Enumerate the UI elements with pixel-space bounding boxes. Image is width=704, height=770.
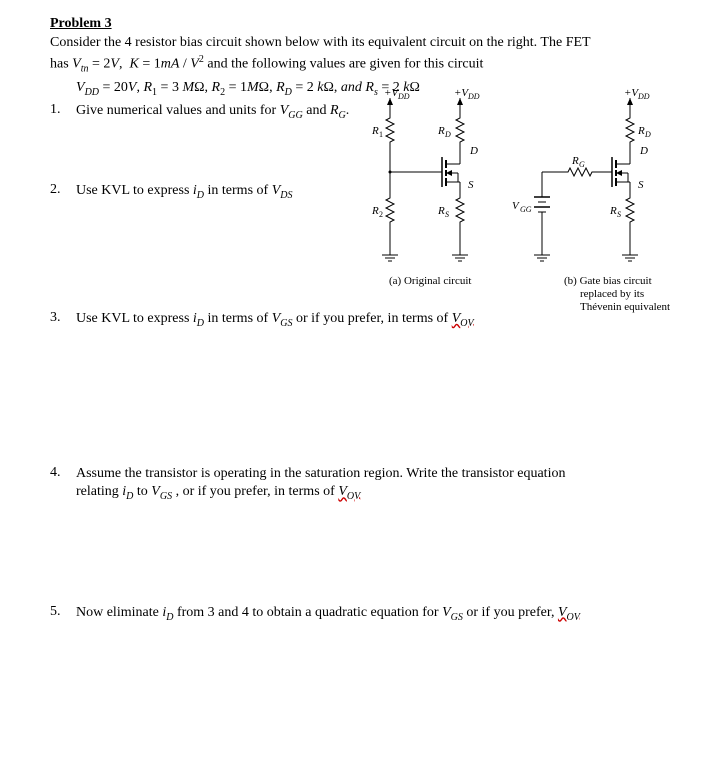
q5-b: from 3 and 4 to obtain a quadratic equat… <box>173 605 442 620</box>
q5-number: 5. <box>50 604 76 624</box>
svg-text:R: R <box>637 125 645 137</box>
svg-text:(b) Gate bias circuit: (b) Gate bias circuit <box>564 275 652 287</box>
intro-line-2: has Vtn = 2V, K = 1mA / V2 and the follo… <box>50 53 680 76</box>
question-4: 4. Assume the transistor is operating in… <box>50 465 680 504</box>
svg-text:R: R <box>371 125 379 137</box>
svg-text:V: V <box>512 200 520 212</box>
q4-text: Assume the transistor is operating in th… <box>76 465 680 504</box>
q3-b: in terms of <box>204 311 272 326</box>
q3-a: Use KVL to express <box>76 311 193 326</box>
svg-text:G: G <box>579 160 585 169</box>
svg-text:2: 2 <box>379 210 383 219</box>
svg-text:1: 1 <box>379 130 383 139</box>
svg-text:R: R <box>371 205 379 217</box>
svg-text:D: D <box>469 145 478 157</box>
q5-a: Now eliminate <box>76 605 162 620</box>
svg-text:DD: DD <box>637 92 650 101</box>
svg-text:DD: DD <box>467 92 480 101</box>
svg-text:R: R <box>437 205 445 217</box>
q1-number: 1. <box>50 102 76 122</box>
svg-text:S: S <box>445 210 449 219</box>
problem-title: Problem 3 <box>50 16 680 32</box>
q4-line2: relating iD to VGS , or if you prefer, i… <box>76 483 680 503</box>
q1-a: Give numerical values and units for <box>76 103 280 118</box>
circuit-b: +VDD RD D S RS RG <box>512 87 670 313</box>
circuit-svg: +VDD R1 R2 +VDD RD D <box>354 84 684 334</box>
q4-c: , or if you prefer, in terms of <box>172 484 338 499</box>
svg-text:(a) Original circuit: (a) Original circuit <box>389 275 471 287</box>
q5-c: or if you prefer, <box>463 605 558 620</box>
intro-suffix: and the following values are given for t… <box>204 57 484 72</box>
page: Problem 3 Consider the 4 resistor bias c… <box>0 0 704 648</box>
svg-text:Thévenin equivalent: Thévenin equivalent <box>580 301 670 313</box>
q2-number: 2. <box>50 182 76 202</box>
q2-a: Use KVL to express <box>76 183 193 198</box>
q4-line1: Assume the transistor is operating in th… <box>76 465 680 484</box>
svg-text:R: R <box>609 205 617 217</box>
svg-text:R: R <box>437 125 445 137</box>
q1-c: . <box>346 103 350 118</box>
svg-text:S: S <box>617 210 621 219</box>
circuit-figure: +VDD R1 R2 +VDD RD D <box>354 84 684 339</box>
q4-vov: VOV <box>338 484 360 499</box>
svg-text:S: S <box>638 179 644 191</box>
svg-text:D: D <box>639 145 648 157</box>
svg-text:S: S <box>468 179 474 191</box>
q2-b: in terms of <box>204 183 272 198</box>
svg-text:D: D <box>644 130 651 139</box>
svg-text:R: R <box>571 155 579 167</box>
svg-text:GG: GG <box>520 205 532 214</box>
circuit-a: +VDD R1 R2 +VDD RD D <box>371 87 480 287</box>
q5-text: Now eliminate iD from 3 and 4 to obtain … <box>76 604 680 624</box>
q4-number: 4. <box>50 465 76 504</box>
q5-vov: VOV <box>558 605 580 620</box>
q3-number: 3. <box>50 310 76 330</box>
intro-line-1: Consider the 4 resistor bias circuit sho… <box>50 34 680 53</box>
q4-b: to <box>133 484 151 499</box>
q1-b: and <box>303 103 330 118</box>
q4-a: relating <box>76 484 122 499</box>
svg-text:replaced by its: replaced by its <box>580 288 644 300</box>
intro-prefix: has <box>50 57 72 72</box>
svg-text:D: D <box>444 130 451 139</box>
question-5: 5. Now eliminate iD from 3 and 4 to obta… <box>50 604 680 624</box>
svg-text:DD: DD <box>397 92 410 101</box>
